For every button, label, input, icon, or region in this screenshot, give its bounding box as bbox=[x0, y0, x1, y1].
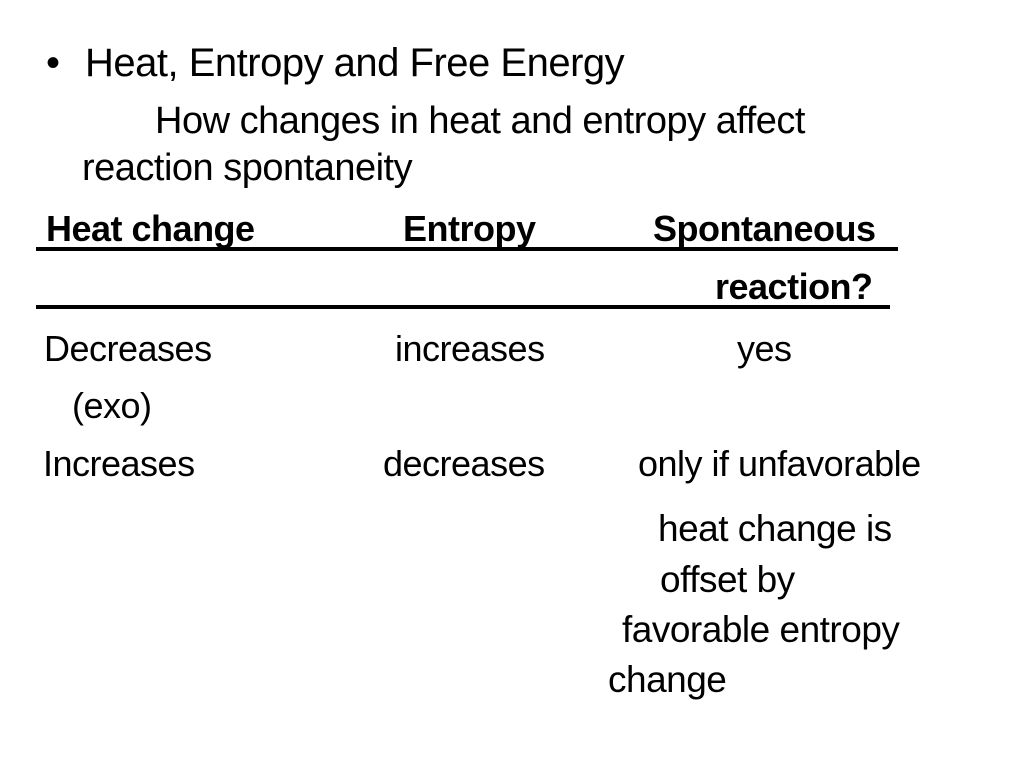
header-underline-1 bbox=[36, 247, 898, 251]
note-line: heat change is bbox=[658, 508, 892, 549]
column-header-spontaneous-wrap: reaction? bbox=[715, 266, 873, 307]
slide-title: Heat, Entropy and Free Energy bbox=[85, 41, 625, 85]
note-line: change bbox=[608, 659, 727, 700]
table-cell-spontaneous: yes bbox=[737, 328, 792, 369]
table-cell-entropy: increases bbox=[395, 328, 545, 369]
table-cell-heat-change-exo: (exo) bbox=[72, 385, 152, 426]
table-cell-heat-change: Decreases bbox=[44, 328, 212, 369]
table-cell-entropy: decreases bbox=[383, 443, 545, 484]
note-line: favorable entropy bbox=[622, 609, 900, 650]
subtitle-line-1: How changes in heat and entropy affect bbox=[155, 100, 805, 142]
note-line: offset by bbox=[660, 559, 795, 600]
table-cell-spontaneous: only if unfavorable bbox=[638, 443, 921, 484]
bullet-icon: • bbox=[46, 41, 60, 85]
column-header-spontaneous: Spontaneous bbox=[653, 208, 876, 249]
column-header-entropy: Entropy bbox=[403, 208, 536, 249]
header-underline-2 bbox=[36, 305, 890, 309]
table-cell-heat-change: Increases bbox=[43, 443, 195, 484]
column-header-heat-change: Heat change bbox=[46, 208, 255, 249]
subtitle-line-2: reaction spontaneity bbox=[82, 147, 413, 189]
